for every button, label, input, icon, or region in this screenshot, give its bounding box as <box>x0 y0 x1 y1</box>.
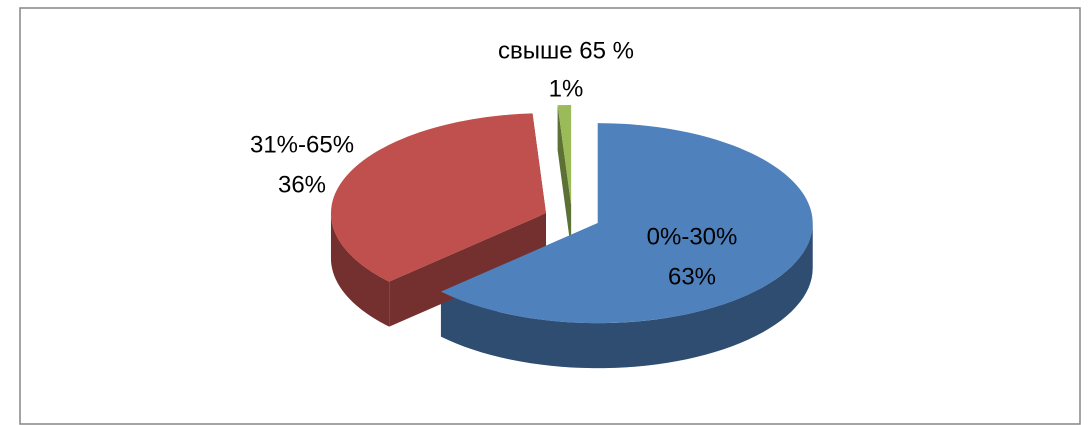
category-label: 0%-30% <box>647 223 738 250</box>
slice-side <box>389 213 546 327</box>
slice-top <box>440 123 813 324</box>
labels: 0%-30% 63% 31%-65% 36% свыше 65 % 1% <box>250 37 737 290</box>
slice-top <box>330 113 546 282</box>
slice-side-shade <box>389 213 546 327</box>
slice-side-shade <box>557 105 572 250</box>
slice-side-shade <box>440 223 813 369</box>
slice-top <box>557 104 572 205</box>
slice-tops <box>330 104 813 324</box>
slice-side <box>330 213 390 327</box>
slice-side <box>557 105 572 250</box>
value-label: 36% <box>278 171 326 198</box>
slice-side-shade <box>330 213 390 327</box>
value-label: 1% <box>549 75 584 102</box>
category-label: 31%-65% <box>250 131 354 158</box>
category-label: свыше 65 % <box>498 37 634 64</box>
slice-side <box>440 223 813 369</box>
value-label: 63% <box>668 263 716 290</box>
